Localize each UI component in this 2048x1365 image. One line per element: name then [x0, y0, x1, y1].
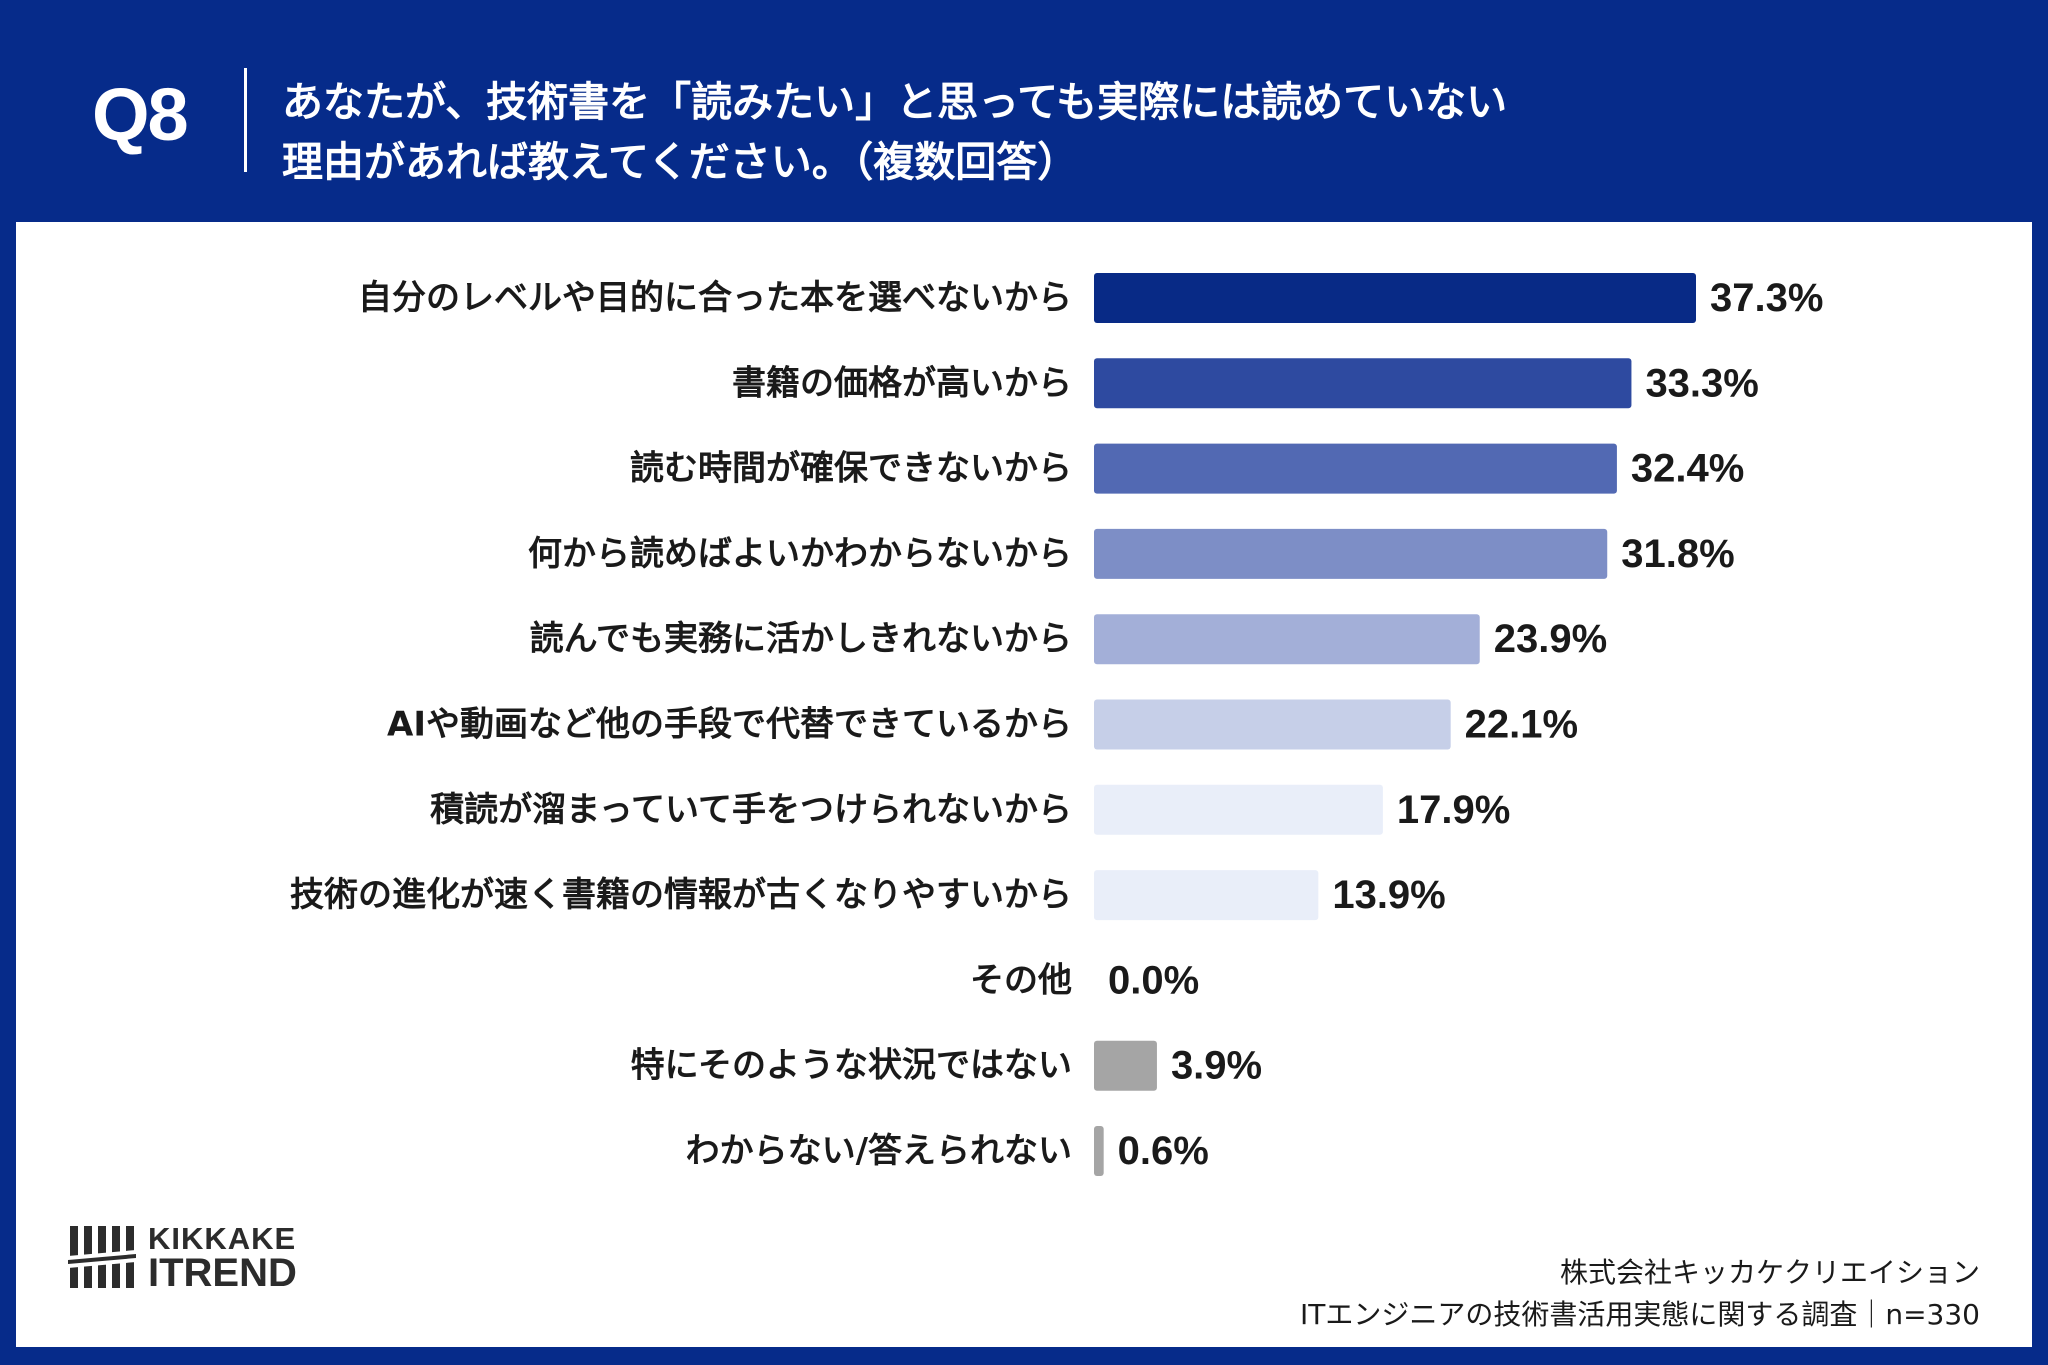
logo-mark-icon: [68, 1226, 136, 1288]
footer-company: 株式会社キッカケクリエイション: [1559, 1256, 1980, 1289]
bar: [1094, 528, 1608, 579]
value-label: 0.6%: [1118, 1129, 1209, 1173]
bar: [1094, 614, 1480, 665]
bar: [1094, 1126, 1104, 1176]
value-label: 22.1%: [1465, 703, 1578, 747]
question-line-2: 理由があれば教えてください。（複数回答）: [282, 138, 1079, 186]
question-text: あなたが、技術書を「読みたい」と思っても実際には読めていない 理由があれば教えて…: [282, 72, 1982, 192]
category-label: わからない/答えられない: [686, 1131, 1072, 1171]
footer-source: 株式会社キッカケクリエイション ITエンジニアの技術書活用実態に関する調査｜n=…: [1300, 1252, 1980, 1336]
value-label: 13.9%: [1332, 873, 1445, 917]
category-label: 書籍の価格が高いから: [732, 363, 1072, 403]
value-label: 33.3%: [1645, 361, 1758, 405]
value-label: 3.9%: [1171, 1044, 1262, 1088]
bar: [1094, 870, 1319, 921]
kikkake-itrend-logo: KIKKAKE ITREND: [68, 1222, 328, 1294]
value-label: 37.3%: [1710, 276, 1823, 320]
bar: [1094, 699, 1451, 750]
category-label: 読む時間が確保できないから: [630, 449, 1072, 489]
header-banner: Q8 あなたが、技術書を「読みたい」と思っても実際には読めていない 理由があれば…: [0, 0, 2048, 222]
value-label: 0.0%: [1108, 958, 1199, 1002]
category-label: 積読が溜まっていて手をつけられないから: [430, 790, 1072, 830]
question-line-1: あなたが、技術書を「読みたい」と思っても実際には読めていない: [282, 78, 1508, 126]
bar: [1094, 273, 1696, 323]
category-label: AIや動画など他の手段で代替できているから: [387, 705, 1072, 745]
logo-line-2: ITREND: [148, 1251, 297, 1295]
category-label: 読んでも実務に活かしきれないから: [530, 619, 1072, 659]
category-label: 特にそのような状況ではない: [631, 1046, 1072, 1086]
bar: [1094, 358, 1632, 409]
bar-chart: 自分のレベルや目的に合った本を選べないから 37.3% 書籍の価格が高いから 33.3…: [290, 273, 1823, 1176]
category-label: 何から読めばよいかわからないから: [528, 534, 1072, 574]
chart-panel: 自分のレベルや目的に合った本を選べないから 37.3% 書籍の価格が高いから 33.3…: [16, 222, 2032, 1347]
question-number: Q8: [92, 73, 189, 156]
value-label: 17.9%: [1397, 788, 1510, 832]
bar: [1094, 1040, 1157, 1091]
value-label: 31.8%: [1621, 532, 1734, 576]
value-label: 32.4%: [1631, 447, 1744, 491]
category-label: 技術の進化が速く書籍の情報が古くなりやすいから: [290, 875, 1072, 915]
category-label: 自分のレベルや目的に合った本を選べないから: [358, 278, 1072, 318]
header-divider: [244, 68, 247, 172]
value-label: 23.9%: [1494, 617, 1607, 661]
bar: [1094, 784, 1383, 835]
category-label: その他: [970, 960, 1072, 1000]
footer-survey: ITエンジニアの技術書活用実態に関する調査｜n=330: [1299, 1298, 1980, 1331]
bar: [1094, 443, 1617, 494]
logo-line-1: KIKKAKE: [148, 1221, 297, 1256]
